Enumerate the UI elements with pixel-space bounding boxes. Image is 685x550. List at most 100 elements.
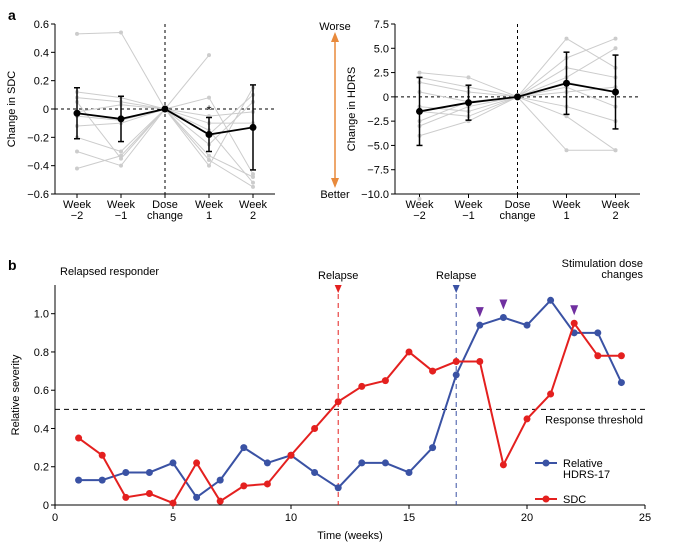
hdrs-point	[594, 329, 601, 336]
sdc-point	[311, 425, 318, 432]
y-axis-label: Change in SDC	[6, 71, 18, 147]
sdc-point	[547, 391, 554, 398]
individual-line	[77, 55, 209, 168]
xtick-label: Dosechange	[147, 199, 183, 222]
hdrs-point	[382, 459, 389, 466]
hdrs-point	[476, 322, 483, 329]
sdc-point	[217, 498, 224, 505]
relapse-label: Relapse	[318, 270, 358, 282]
hdrs-point	[170, 459, 177, 466]
hdrs-point	[524, 322, 531, 329]
panel-a-label: a	[8, 7, 16, 23]
y-axis-label: Change in HDRS	[346, 67, 358, 151]
ytick-label: 0.6	[34, 19, 49, 31]
ytick-label: −2.5	[367, 116, 389, 128]
hdrs-point	[217, 477, 224, 484]
ytick-label: −10.0	[361, 189, 389, 201]
x-axis-label: Time (weeks)	[317, 530, 383, 542]
xtick-label: Week2	[602, 199, 630, 222]
hdrs-point	[500, 314, 507, 321]
sdc-point	[240, 482, 247, 489]
relapse-label: Relapse	[436, 270, 476, 282]
xtick-label: Dosechange	[499, 199, 535, 222]
hdrs-point	[240, 444, 247, 451]
sdc-point	[382, 377, 389, 384]
dose-change-arrow-icon	[499, 300, 507, 310]
sdc-point	[594, 352, 601, 359]
hdrs-line	[79, 300, 622, 497]
significance-star: *	[206, 103, 211, 118]
sdc-point	[524, 415, 531, 422]
figure-svg: a −0.6 −0.4 −0.2 0 0.2 0.4 0.6 Week−2 Week−1 Dosec…	[0, 0, 685, 550]
ytick-label: 0.8	[34, 347, 49, 359]
sdc-point	[571, 320, 578, 327]
xtick-label: Week−1	[107, 199, 135, 222]
xtick-label: Week−2	[63, 199, 91, 222]
sdc-point	[288, 452, 295, 459]
sdc-point	[358, 383, 365, 390]
ytick-label: 0.4	[34, 423, 49, 435]
hdrs-point	[146, 469, 153, 476]
sdc-point	[476, 358, 483, 365]
xtick-label: Week2	[239, 199, 267, 222]
relapse-arrow-icon	[453, 285, 460, 293]
ytick-label: 0.2	[34, 76, 49, 88]
response-threshold-label: Response threshold	[545, 414, 643, 426]
worse-label: Worse	[319, 21, 351, 33]
panel-b-label: b	[8, 257, 17, 273]
xtick-label: Week−2	[406, 199, 434, 222]
sdc-point	[500, 461, 507, 468]
relapse-arrow-icon	[335, 285, 342, 293]
sdc-point	[406, 348, 413, 355]
xtick-label: Week1	[553, 199, 581, 222]
ytick-label: 0	[43, 500, 49, 512]
xtick-label: 5	[170, 512, 176, 524]
xtick-label: Week1	[195, 199, 223, 222]
xtick-label: 10	[285, 512, 297, 524]
xtick-label: 15	[403, 512, 415, 524]
ytick-label: −0.4	[27, 161, 49, 173]
sdc-point	[75, 435, 82, 442]
ytick-label: 0.4	[34, 47, 49, 59]
sdc-point	[453, 358, 460, 365]
hdrs-point	[99, 477, 106, 484]
ytick-label: 0	[383, 92, 389, 104]
ytick-label: 2.5	[374, 68, 389, 80]
ytick-label: −0.6	[27, 189, 49, 201]
ytick-label: 0.2	[34, 462, 49, 474]
legend-label-hdrs: RelativeHDRS-17	[563, 458, 610, 481]
xtick-label: 0	[52, 512, 58, 524]
arrow-down-icon	[331, 178, 339, 188]
better-label: Better	[320, 189, 350, 201]
ytick-label: 5.0	[374, 43, 389, 55]
y-axis-label: Relative severity	[10, 354, 22, 435]
dose-change-arrow-icon	[476, 307, 484, 317]
sdc-point	[99, 452, 106, 459]
sdc-point	[335, 398, 342, 405]
hdrs-point	[75, 477, 82, 484]
sdc-point	[429, 368, 436, 375]
sdc-point	[122, 494, 129, 501]
hdrs-point	[264, 459, 271, 466]
individual-point	[418, 197, 422, 201]
ytick-label: −5.0	[367, 140, 389, 152]
hdrs-point	[453, 371, 460, 378]
sdc-point	[264, 480, 271, 487]
legend-label-sdc: SDC	[563, 494, 586, 506]
hdrs-point	[358, 459, 365, 466]
hdrs-point	[193, 494, 200, 501]
hdrs-point	[335, 484, 342, 491]
arrow-up-icon	[331, 32, 339, 42]
ytick-label: 0.6	[34, 385, 49, 397]
dose-change-arrow-icon	[570, 305, 578, 315]
xtick-label: 25	[639, 512, 651, 524]
dose-change-label: Stimulation dosechanges	[562, 258, 644, 281]
ytick-label: −0.2	[27, 132, 49, 144]
sdc-point	[146, 490, 153, 497]
ytick-label: −7.5	[367, 165, 389, 177]
sdc-point	[193, 459, 200, 466]
hdrs-point	[429, 444, 436, 451]
panel-b-title: Relapsed responder	[60, 266, 159, 278]
xtick-label: 20	[521, 512, 533, 524]
ytick-label: 1.0	[34, 309, 49, 321]
